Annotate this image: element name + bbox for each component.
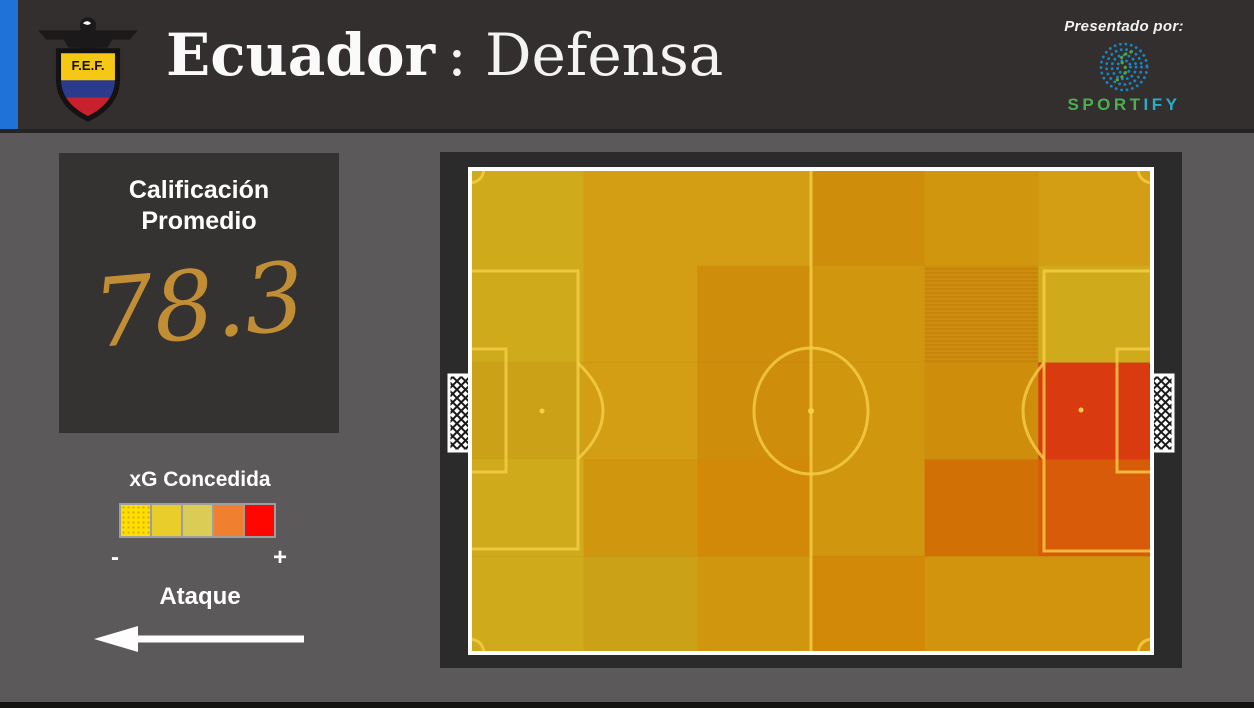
heat-cell <box>697 459 812 557</box>
heat-cell <box>583 362 698 460</box>
page-title: Ecuador: Defensa <box>166 21 724 89</box>
presented-by-label: Presentado por: <box>1064 18 1184 35</box>
rating-value: 78.3 <box>88 241 310 371</box>
average-rating-card: Calificación Promedio 78.3 <box>59 153 339 433</box>
heat-cell <box>470 169 584 266</box>
wordmark-blue: IFY <box>1143 95 1181 114</box>
centre-circle <box>752 346 870 476</box>
heat-cell <box>811 265 925 363</box>
heat-cell <box>583 556 698 654</box>
left-penalty-arc <box>576 361 605 461</box>
heat-cell <box>1038 265 1153 363</box>
pitch-boundary <box>468 167 1154 655</box>
shield-blue-band <box>58 80 118 98</box>
heat-cell <box>924 265 1039 363</box>
sportify-wordmark: SPORTIFY <box>1034 95 1214 115</box>
heat-cell <box>470 265 584 363</box>
right-penalty-arc <box>1021 362 1046 460</box>
pitch-heatmap <box>447 167 1175 655</box>
heat-cell <box>583 169 698 266</box>
heat-cell <box>583 265 698 363</box>
bottom-bar <box>0 702 1254 708</box>
legend-swatch <box>183 505 214 536</box>
title-team: Ecuador <box>166 21 436 89</box>
corner-arc <box>469 168 486 185</box>
right-goal <box>1150 373 1175 453</box>
heat-cell <box>583 459 698 557</box>
legend-title: xG Concedida <box>129 468 271 491</box>
sportify-globe-icon <box>1099 42 1149 92</box>
heat-cell <box>697 169 812 266</box>
heat-cell <box>470 556 584 654</box>
attack-direction-label: Ataque <box>159 583 241 610</box>
legend-swatch <box>121 505 152 536</box>
heatmap-cells <box>470 169 1153 654</box>
crest-acronym: F.E.F. <box>71 58 104 73</box>
heat-cell <box>1038 169 1153 266</box>
heat-cell <box>924 556 1039 654</box>
accent-stripe <box>0 0 18 129</box>
sponsor-block: Presentado por: SPORTIFY <box>1034 18 1214 115</box>
left-goal <box>447 373 472 453</box>
legend-swatch <box>245 505 274 536</box>
heat-cell <box>811 459 925 557</box>
rating-title-line1: Calificación <box>128 176 270 204</box>
title-section: : Defensa <box>447 21 724 89</box>
legend-minus-label: - <box>111 544 119 571</box>
right-penalty-spot <box>1078 407 1084 413</box>
heat-cell <box>811 556 925 654</box>
heat-cell <box>697 556 812 654</box>
corner-arc <box>1136 637 1153 654</box>
heat-cell <box>924 169 1039 266</box>
centre-spot <box>808 408 814 414</box>
rating-title-line2: Promedio <box>141 207 257 235</box>
heat-cell <box>811 169 925 266</box>
pitch-markings <box>468 168 1154 654</box>
eagle-icon <box>38 19 138 58</box>
xg-color-scale <box>119 503 276 538</box>
fef-crest-logo: F.E.F. <box>38 17 138 122</box>
attack-direction-arrow-icon <box>94 626 304 652</box>
shield-outline <box>55 48 121 122</box>
heat-cell <box>924 459 1039 557</box>
heat-cell <box>697 265 812 363</box>
legend-swatch <box>152 505 183 536</box>
corner-arc <box>469 637 486 654</box>
heat-cell <box>470 459 584 557</box>
shield-red-band <box>58 97 118 119</box>
wordmark-green: SPORT <box>1067 95 1144 114</box>
legend-swatch <box>214 505 245 536</box>
heat-cell <box>1038 459 1153 557</box>
header: F.E.F. Ecuador: Defensa Presentado por: … <box>0 0 1254 133</box>
legend-plus-label: + <box>272 544 287 571</box>
left-penalty-spot <box>539 408 545 414</box>
heat-cell <box>1038 556 1153 654</box>
rating-card-title: Calificación Promedio <box>59 175 339 237</box>
heat-cell <box>1038 362 1153 460</box>
heat-cell <box>924 362 1039 460</box>
corner-arc <box>1136 168 1153 185</box>
heat-cell <box>470 362 584 460</box>
pitch-heatmap-panel <box>440 152 1182 668</box>
